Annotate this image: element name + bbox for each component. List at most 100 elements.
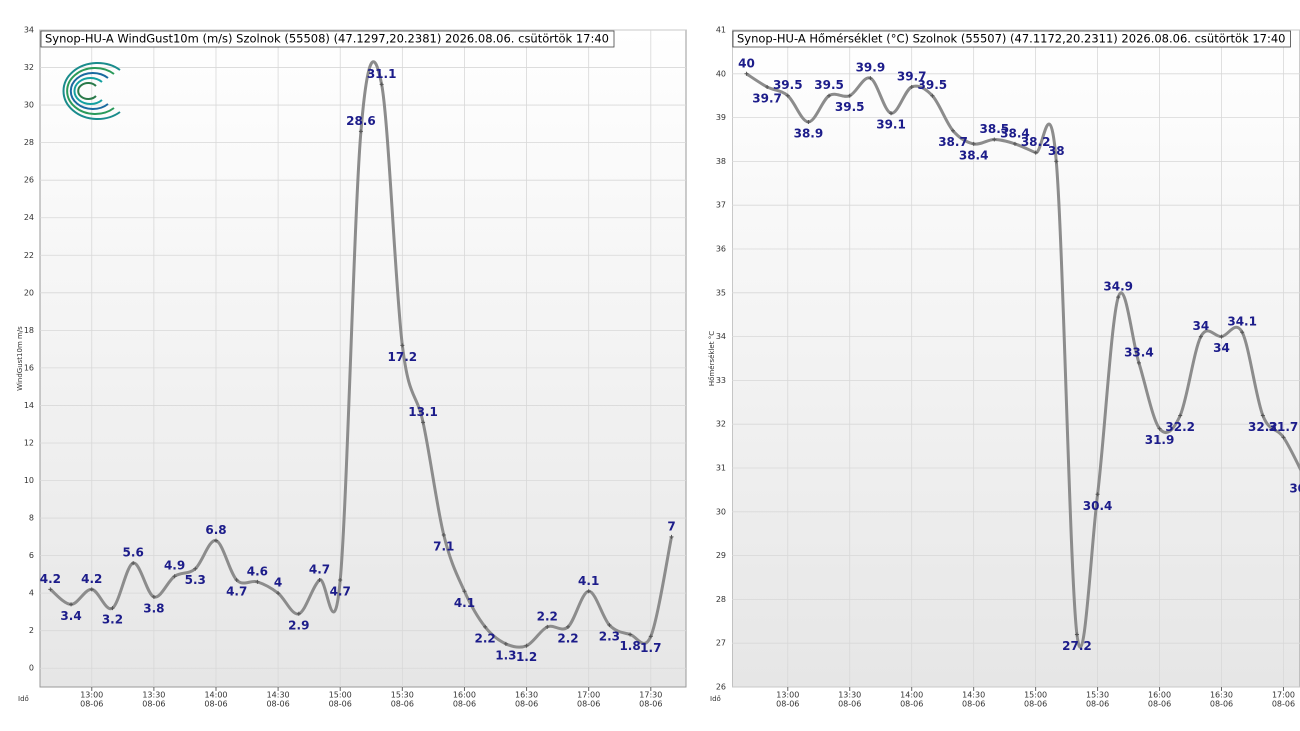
y-tick-label: 33: [716, 376, 726, 385]
data-label: 34: [1213, 341, 1230, 355]
point: [545, 624, 550, 629]
data-label: 7.1: [433, 539, 454, 553]
point: [1033, 150, 1038, 155]
point: [607, 623, 612, 628]
data-label: 33.4: [1124, 345, 1154, 359]
data-label: 38: [1048, 144, 1065, 158]
y-tick-label: 16: [24, 363, 34, 372]
y-tick-label: 30: [716, 507, 726, 516]
data-label: 1.3: [495, 648, 516, 662]
y-tick-label: 12: [24, 438, 34, 447]
data-label: 38.4: [1000, 126, 1030, 140]
y-tick-label: 36: [716, 245, 726, 254]
y-tick-label: 28: [24, 138, 34, 147]
data-label: 39.7: [897, 69, 927, 83]
data-label: 34.1: [1227, 315, 1257, 329]
x-tick-date: 08-06: [515, 700, 538, 709]
point: [503, 641, 508, 646]
data-label: 38.4: [959, 148, 989, 162]
y-tick-label: 34: [24, 26, 34, 35]
point: [785, 93, 790, 98]
point: [930, 93, 935, 98]
y-tick-label: 37: [716, 201, 726, 210]
data-label: 32.2: [1165, 420, 1195, 434]
data-label: 28.6: [346, 114, 376, 128]
point: [524, 643, 529, 648]
data-label: 4.9: [164, 559, 185, 573]
data-label: 17.2: [388, 350, 418, 364]
data-label: 3.4: [60, 609, 81, 623]
point: [1074, 632, 1079, 637]
point: [1198, 334, 1203, 339]
data-label: 1.8: [619, 639, 640, 653]
x-tick-label: 13:30: [142, 691, 165, 700]
data-label: 30.4: [1083, 499, 1113, 513]
y-tick-label: 39: [716, 113, 726, 122]
point: [358, 129, 363, 134]
y-tick-label: 26: [716, 683, 726, 692]
y-tick-label: 24: [24, 213, 34, 222]
data-label: 39.5: [835, 100, 865, 114]
point: [1219, 334, 1224, 339]
point: [1116, 295, 1121, 300]
x-tick-date: 08-06: [453, 700, 476, 709]
point: [765, 84, 770, 89]
y-tick-label: 35: [716, 288, 726, 297]
y-tick-label: 38: [716, 157, 726, 166]
point: [338, 578, 343, 583]
plot: 4039.739.538.939.539.539.939.139.739.538…: [732, 29, 1300, 688]
data-label: 2.2: [475, 631, 496, 645]
data-label: 31.7: [1269, 420, 1299, 434]
x-tick-label: 15:00: [329, 691, 352, 700]
x-tick-date: 08-06: [1086, 700, 1109, 709]
x-tick-label: 15:30: [1086, 691, 1109, 700]
data-label: 4.2: [40, 572, 61, 586]
point: [669, 534, 674, 539]
y-tick-label: 10: [24, 476, 34, 485]
data-label: 30.8: [1289, 481, 1300, 495]
x-tick-label: 14:00: [204, 691, 227, 700]
y-tick-label: 0: [29, 664, 34, 673]
x-tick-label: 15:30: [391, 691, 414, 700]
data-label: 4.1: [578, 574, 599, 588]
y-tick-label: 20: [24, 288, 34, 297]
point: [234, 578, 239, 583]
data-label: 6.8: [205, 523, 226, 537]
chart-title: Synop-HU-A WindGust10m (m/s) Szolnok (55…: [45, 32, 609, 46]
y-tick-label: 40: [716, 69, 726, 78]
y-tick-label: 41: [716, 26, 726, 35]
x-tick-date: 08-06: [776, 700, 799, 709]
y-tick-label: 2: [29, 626, 34, 635]
title-box: [40, 30, 615, 48]
x-tick-label: 14:30: [962, 691, 985, 700]
point: [296, 611, 301, 616]
y-tick-label: 6: [29, 551, 34, 560]
data-label: 2.2: [537, 609, 558, 623]
data-label: 5.6: [123, 546, 144, 560]
data-label: 4.7: [330, 585, 351, 599]
y-axis-label: WindGust10m m/s: [16, 326, 24, 391]
point: [483, 624, 488, 629]
data-label: 39.7: [752, 91, 782, 105]
point: [1157, 426, 1162, 431]
x-tick-label: 14:30: [267, 691, 290, 700]
point: [131, 561, 136, 566]
data-label: 39.1: [876, 118, 906, 132]
x-tick-date: 08-06: [1024, 700, 1047, 709]
x-tick-date: 08-06: [577, 700, 600, 709]
x-tick-date: 08-06: [838, 700, 861, 709]
point: [951, 128, 956, 133]
logo: [62, 62, 121, 120]
data-label: 39.9: [856, 61, 886, 75]
data-label: 38.5: [980, 122, 1010, 136]
point: [1136, 360, 1141, 365]
point: [806, 119, 811, 124]
point: [255, 579, 260, 584]
data-label: 2.3: [599, 630, 620, 644]
point: [48, 587, 53, 592]
x-tick-date: 08-06: [1210, 700, 1233, 709]
data-label: 38.9: [794, 126, 824, 140]
data-label: 4: [274, 576, 282, 590]
plot-area: [39, 29, 687, 688]
y-tick-label: 32: [24, 63, 34, 72]
